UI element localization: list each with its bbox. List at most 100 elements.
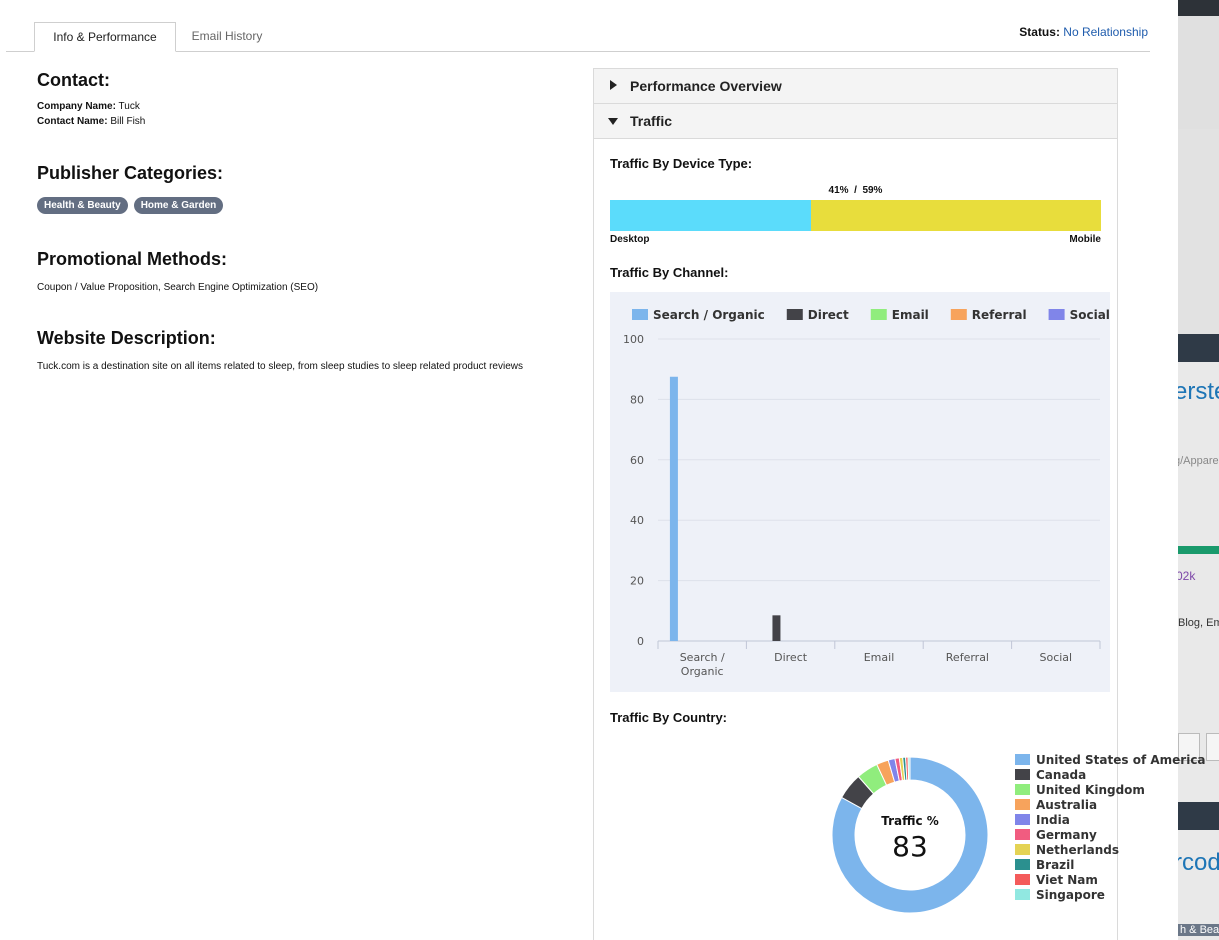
background-window: erste g/Appare 02k Blog, Em rcod h & Bea… — [1178, 0, 1219, 940]
status-label: Status: — [1019, 25, 1060, 39]
company-name-row: Company Name: Tuck — [37, 99, 145, 114]
legend-label[interactable]: United States of America — [1036, 753, 1206, 767]
y-tick-label: 20 — [630, 575, 644, 588]
legend-label[interactable]: Canada — [1036, 768, 1086, 782]
contact-name-row: Contact Name: Bill Fish — [37, 114, 145, 129]
category-pills: Health & Beauty Home & Garden — [37, 197, 224, 214]
legend-label[interactable]: Direct — [808, 308, 849, 322]
mobile-bar-segment — [811, 200, 1101, 231]
contact-section: Contact: Company Name: Tuck Contact Name… — [37, 70, 145, 129]
bar[interactable] — [772, 615, 781, 641]
x-tick-label: Organic — [681, 665, 724, 678]
website-description-heading: Website Description: — [37, 328, 216, 348]
legend-label[interactable]: Germany — [1036, 828, 1097, 842]
background-panel — [1178, 129, 1219, 334]
caret-right-icon — [610, 80, 617, 90]
background-topbar — [1178, 0, 1219, 16]
background-value: 02k — [1178, 569, 1196, 583]
legend-swatch — [950, 309, 967, 320]
background-title[interactable]: erste — [1178, 378, 1219, 405]
y-tick-label: 100 — [623, 333, 644, 346]
background-category-pill: h & Beau — [1178, 924, 1219, 936]
legend-label[interactable]: Singapore — [1036, 888, 1105, 902]
company-name-value: Tuck — [118, 101, 140, 112]
legend-label[interactable]: Referral — [972, 308, 1027, 322]
legend-label[interactable]: Viet Nam — [1036, 873, 1098, 887]
background-card — [1178, 362, 1219, 802]
x-tick-label: Social — [1039, 651, 1072, 664]
accordion-traffic[interactable]: Traffic — [594, 104, 1117, 139]
publisher-categories-heading: Publisher Categories: — [37, 163, 224, 183]
device-type-heading: Traffic By Device Type: — [610, 156, 753, 171]
legend-swatch — [1015, 784, 1030, 795]
x-tick-label: Direct — [774, 651, 808, 664]
pie-slice[interactable] — [831, 756, 989, 914]
website-description-section: Website Description: Tuck.com is a desti… — [37, 328, 523, 374]
accordion-performance-overview[interactable]: Performance Overview — [594, 69, 1117, 104]
y-tick-label: 60 — [630, 454, 644, 467]
legend-label[interactable]: Brazil — [1036, 858, 1074, 872]
tab-email-history[interactable]: Email History — [191, 29, 263, 43]
background-button[interactable] — [1178, 733, 1200, 761]
mobile-label: Mobile — [1069, 234, 1101, 245]
y-tick-label: 80 — [630, 393, 644, 406]
status-value-link[interactable]: No Relationship — [1063, 25, 1148, 39]
country-heading: Traffic By Country: — [610, 710, 728, 725]
legend-label[interactable]: India — [1036, 813, 1070, 827]
channel-chart-svg: Search / Organic Direct Email Referral Socia… — [623, 308, 1110, 678]
background-header-bar — [1178, 334, 1219, 362]
legend-swatch — [1015, 754, 1030, 765]
country-chart: Traffic % 83 United States of America Canad… — [824, 749, 1206, 929]
legend-swatch — [1015, 844, 1030, 855]
website-description-text: Tuck.com is a destination site on all it… — [37, 361, 523, 372]
legend-label[interactable]: Social — [1070, 308, 1110, 322]
x-tick-label: Search / — [680, 651, 725, 664]
status-indicator: Status: No Relationship — [1019, 25, 1148, 39]
legend-swatch — [1048, 309, 1065, 320]
donut-center-value: 83 — [892, 830, 928, 863]
pie-slice[interactable] — [907, 756, 911, 781]
y-tick-label: 0 — [637, 635, 644, 648]
desktop-label: Desktop — [610, 234, 650, 245]
company-name-label: Company Name: — [37, 101, 116, 112]
x-tick-label: Referral — [946, 651, 989, 664]
legend-label[interactable]: Email — [892, 308, 929, 322]
background-title[interactable]: rcod — [1178, 849, 1219, 876]
channel-chart: Search / Organic Direct Email Referral Socia… — [610, 292, 1110, 692]
tab-info-performance[interactable]: Info & Performance — [34, 22, 176, 52]
legend-swatch — [1015, 829, 1030, 840]
legend-swatch — [786, 309, 803, 320]
background-header-bar — [1178, 802, 1219, 830]
legend-label[interactable]: Australia — [1036, 798, 1097, 812]
background-panel — [1178, 16, 1219, 129]
legend-label[interactable]: Netherlands — [1036, 843, 1119, 857]
desktop-bar-segment — [610, 200, 812, 231]
legend-swatch — [1015, 769, 1030, 780]
accordion-title: Performance Overview — [630, 78, 782, 94]
contact-heading: Contact: — [37, 70, 110, 90]
background-progress-bar — [1178, 546, 1219, 554]
promotional-methods-heading: Promotional Methods: — [37, 249, 227, 269]
bar[interactable] — [669, 376, 678, 641]
caret-down-icon — [608, 118, 618, 125]
background-category: g/Appare — [1178, 455, 1219, 467]
x-tick-label: Email — [864, 651, 895, 664]
channel-heading: Traffic By Channel: — [610, 265, 729, 280]
device-percent-text: 41% / 59% — [828, 185, 883, 196]
background-card — [1178, 830, 1219, 940]
legend-swatch — [632, 309, 648, 320]
contact-name-label: Contact Name: — [37, 116, 108, 127]
legend-label[interactable]: Search / Organic — [653, 308, 765, 322]
legend-swatch — [1015, 874, 1030, 885]
device-split-bar — [610, 200, 1101, 231]
category-pill: Home & Garden — [133, 197, 224, 214]
legend-swatch — [870, 309, 887, 320]
country-chart-svg: Traffic % 83 United States of AmericaCanad… — [831, 753, 1206, 914]
promotional-methods-text: Coupon / Value Proposition, Search Engin… — [37, 282, 319, 293]
background-button[interactable] — [1206, 733, 1219, 761]
donut-center-label: Traffic % — [881, 814, 939, 828]
legend-swatch — [1015, 799, 1030, 810]
legend-label[interactable]: United Kingdom — [1036, 783, 1145, 797]
category-pill: Health & Beauty — [37, 197, 128, 214]
y-tick-label: 40 — [630, 514, 644, 527]
